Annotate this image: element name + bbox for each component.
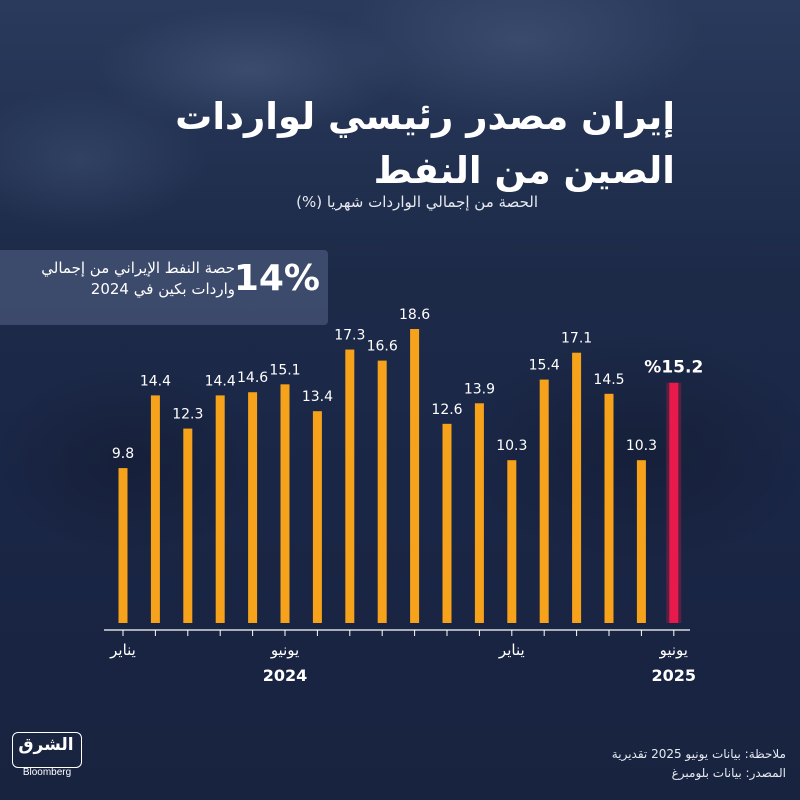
note-estimate: ملاحظة: بيانات يونيو 2025 تقديرية (611, 747, 786, 761)
chart-subtitle: الحصة من إجمالي الواردات شهريا (%) (296, 193, 538, 211)
note-source: المصدر: بيانات بلومبرغ (671, 766, 786, 780)
background-oil-rigs (0, 300, 800, 660)
value-label-2025-04: 14.5 (593, 372, 624, 388)
bar-2024-04 (215, 395, 225, 623)
bar-2025-04 (604, 393, 614, 623)
footnote: ملاحظة: بيانات يونيو 2025 تقديرية المصدر… (486, 745, 786, 783)
bar-2024-10 (410, 329, 420, 623)
value-label-2025-06: %15.2 (644, 358, 703, 378)
value-label-2024-11: 12.6 (431, 402, 462, 418)
background-map (0, 0, 800, 260)
value-label-2024-02: 14.4 (140, 373, 171, 389)
bar-2025-05 (636, 460, 646, 623)
year-label: 2024 (262, 666, 308, 685)
bar-2025-03 (572, 352, 582, 623)
value-label-2024-01: 9.8 (112, 446, 134, 462)
bar-2024-06 (280, 384, 290, 623)
value-label-2025-02: 15.4 (529, 358, 560, 374)
value-label-2025-03: 17.1 (561, 331, 592, 347)
bar-2024-03 (183, 428, 193, 623)
value-label-2025-05: 10.3 (626, 438, 657, 454)
bar-2024-12 (474, 403, 484, 623)
value-label-2024-09: 16.6 (367, 339, 398, 355)
bar-2024-07 (312, 411, 322, 623)
value-label-2024-10: 18.6 (399, 307, 430, 323)
x-tick-label: يونيو (270, 641, 300, 659)
bar-2024-02 (150, 395, 160, 623)
value-label-2024-08: 17.3 (334, 328, 365, 344)
callout-box (0, 250, 328, 325)
x-tick-label: يونيو (659, 641, 688, 659)
bar-2025-01 (507, 460, 517, 623)
x-tick-label: يناير (110, 641, 136, 659)
logo-english: Bloomberg (22, 767, 72, 778)
bar-2024-09 (377, 360, 387, 623)
title-line-1: إيران مصدر رئيسي لواردات (175, 95, 675, 138)
value-label-2025-01: 10.3 (496, 438, 527, 454)
value-label-2024-12: 13.9 (464, 381, 495, 397)
callout-text: حصة النفط الإيراني من إجمالي واردات بكين… (15, 258, 235, 300)
bar-2024-05 (248, 392, 258, 623)
year-label: 2025 (651, 666, 697, 685)
bar-2024-01 (118, 468, 128, 623)
value-label-2024-04: 14.4 (205, 373, 236, 389)
callout-text-line-1: حصة النفط الإيراني من إجمالي (41, 259, 235, 277)
page-title: إيران مصدر رئيسي لواردات الصين من النفط (115, 90, 675, 198)
logo-frame (12, 732, 82, 768)
title-line-2: الصين من النفط (373, 149, 675, 192)
asharq-bloomberg-logo: الشرق Bloomberg (12, 732, 82, 780)
value-label-2024-07: 13.4 (302, 389, 333, 405)
x-tick-label: يناير (498, 641, 525, 659)
value-label-2024-06: 15.1 (269, 362, 300, 378)
logo-arabic: الشرق (18, 735, 74, 755)
callout-text-line-2: واردات بكين في 2024 (90, 280, 235, 298)
value-label-2024-05: 14.6 (237, 370, 268, 386)
callout-value: 14% (233, 258, 320, 299)
bar-2025-06 (669, 382, 679, 623)
bar-2025-02 (539, 379, 549, 623)
bar-2024-08 (345, 349, 355, 623)
bar-2024-11 (442, 423, 452, 623)
value-label-2024-03: 12.3 (172, 407, 203, 423)
